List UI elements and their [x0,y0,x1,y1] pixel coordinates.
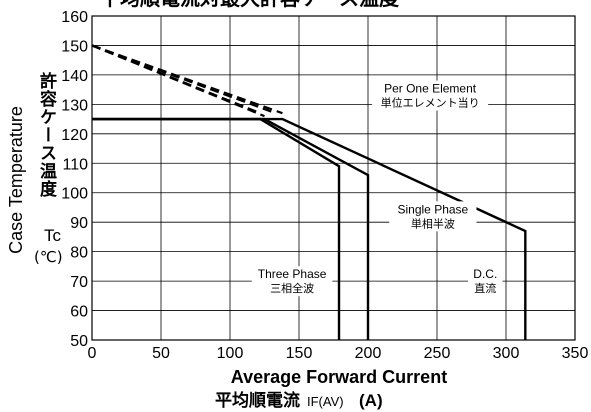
plot-frame [91,15,576,341]
y-tick-label: 160 [61,9,88,26]
dashed-line [91,44,283,115]
dashed-lines [91,44,283,118]
y-tick-label: 100 [61,186,88,203]
x-ticks: 0 50 100 150 200 250 300 350 [88,345,589,362]
y-tick-label: 50 [70,333,88,350]
annotation-label-jp: 単位エレメント当り [381,96,480,110]
x-tick-label: 200 [355,345,382,362]
y-tick-label: 150 [61,38,88,55]
annotation-label-jp: 単相半波 [411,216,455,230]
x-axis-unit: (A) [359,391,383,410]
y-tick-label: 130 [61,97,88,114]
y-axis-unit: (℃) [34,248,63,266]
y-tick-label: 90 [70,215,88,232]
y-axis-label-jp: 許容ケース温度 [36,71,57,198]
x-tick-label: 350 [562,345,589,362]
y-axis-symbol: Tc [44,226,62,245]
y-tick-label: 140 [61,68,88,85]
x-tick-label: 100 [217,345,244,362]
annotation-label-jp: 三相全波 [270,281,314,295]
annotation-label: Per One Element [384,82,477,96]
y-tick-label: 110 [62,156,88,173]
x-tick-label: 0 [88,345,97,362]
series-line [92,117,527,340]
annotation-label: D.C. [473,267,497,281]
annotation-bg [251,266,333,297]
x-axis-symbol: IF(AV) [307,394,344,409]
y-tick-label: 80 [70,245,88,262]
annotation-bg [372,80,489,111]
y-ticks: 50 60 70 80 90 100 110 120 130 140 150 160 [61,9,88,350]
annotation-bg [468,266,503,297]
x-axis-label-jp: 平均順電流 [215,390,300,411]
x-axis-label: Average Forward Current [231,367,447,387]
annotation-label-jp: 直流 [474,281,496,295]
x-tick-label: 50 [152,345,170,362]
grid [91,15,576,341]
y-tick-label: 120 [61,127,88,144]
annotation-label: Three Phase [258,267,327,281]
x-tick-label: 250 [424,345,451,362]
annotation-bg [389,201,477,232]
chart-title: 平均順電流対最大許容ケース温度 [100,0,400,10]
x-tick-label: 150 [286,345,313,362]
series-line [92,117,341,340]
annotation-label: Single Phase [398,202,469,216]
dashed-line [91,44,265,118]
y-tick-label: 60 [70,304,88,321]
x-tick-label: 300 [493,345,520,362]
y-axis-label: Case Temperature [6,106,26,254]
y-tick-label: 70 [70,274,88,291]
series-curves [92,117,527,340]
